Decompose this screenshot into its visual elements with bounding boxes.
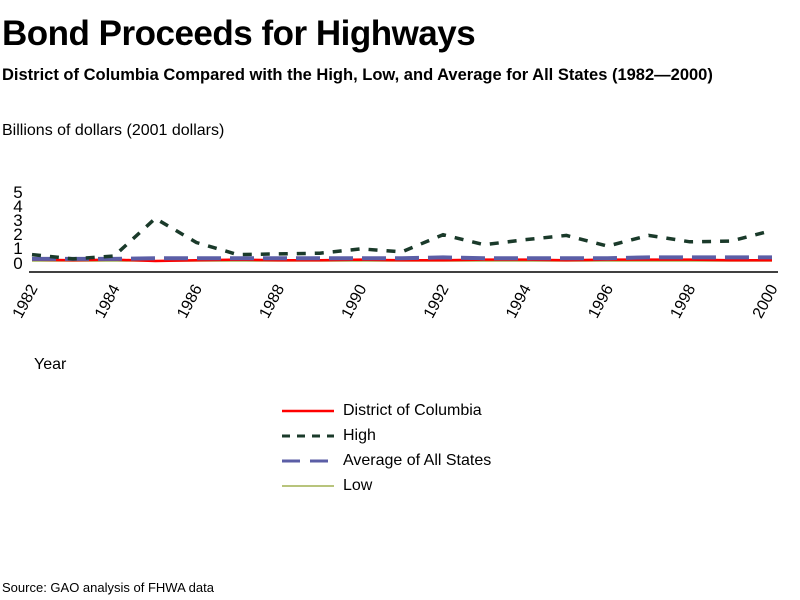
x-axis-label: Year <box>34 356 67 373</box>
legend-item-low: Low <box>282 473 491 498</box>
series-line-high <box>31 216 773 261</box>
x-tick-label: 1990 <box>339 282 371 321</box>
legend-label: Low <box>343 476 373 494</box>
y-tick-label: 3 <box>13 211 22 230</box>
y-axis-label: Billions of dollars (2001 dollars) <box>2 122 225 139</box>
x-tick-label: 2000 <box>750 282 782 321</box>
legend-item-high: High <box>282 423 491 448</box>
source-note: Source: GAO analysis of FHWA data <box>2 580 214 595</box>
x-tick-label: 1982 <box>10 282 42 321</box>
y-tick-label: 5 <box>13 183 22 202</box>
legend-swatch-high <box>282 434 334 437</box>
y-tick-label: 1 <box>13 239 22 258</box>
y-tick-label: 4 <box>13 197 22 216</box>
x-tick-label: 1988 <box>256 282 288 321</box>
legend-item-dc: District of Columbia <box>282 398 491 423</box>
y-tick-label: 0 <box>13 254 22 273</box>
series-line-district-of-columbia <box>31 258 772 263</box>
x-tick-label: 1994 <box>503 282 535 321</box>
legend-swatch-average <box>282 459 334 462</box>
legend-label: District of Columbia <box>343 401 482 419</box>
chart-title: Bond Proceeds for Highways <box>2 14 476 53</box>
legend-item-average: Average of All States <box>282 448 491 473</box>
legend-swatch-low <box>282 484 334 487</box>
legend: District of Columbia High Average of All… <box>282 398 491 498</box>
x-tick-label: 1986 <box>174 282 206 321</box>
x-tick-label: 1996 <box>585 282 617 321</box>
x-tick-label: 1998 <box>668 282 700 321</box>
series-layer <box>31 216 773 263</box>
series-line-average-of-all-states <box>32 255 772 261</box>
legend-swatch-dc <box>282 409 334 412</box>
y-tick-label: 2 <box>13 225 22 244</box>
x-tick-label: 1984 <box>92 282 124 321</box>
x-axis-ticks: 1982 1984 1986 1988 1990 1992 1994 1996 1998 2000 <box>10 282 782 321</box>
x-tick-label: 1992 <box>421 282 453 321</box>
chart-subtitle: District of Columbia Compared with the H… <box>2 66 713 84</box>
legend-label: Average of All States <box>343 451 492 469</box>
legend-label: High <box>343 426 376 444</box>
